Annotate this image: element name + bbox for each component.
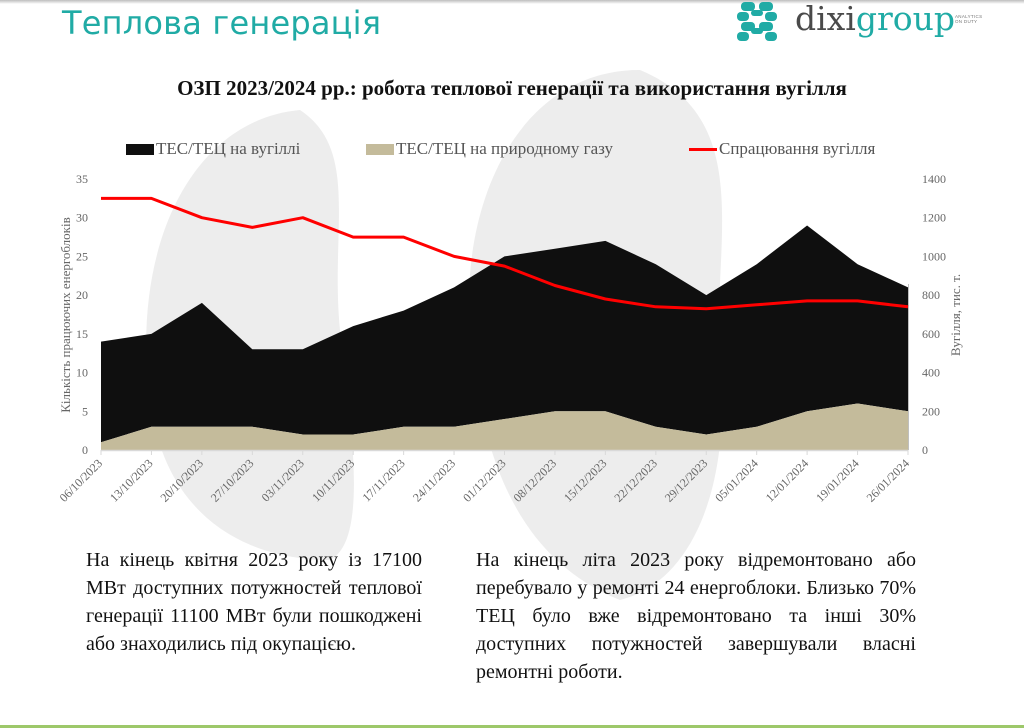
x-tick-label: 05/01/2024 (712, 456, 761, 505)
legend-swatch-gas (366, 143, 394, 155)
logo-group: group (855, 0, 955, 38)
chart-title: ОЗП 2023/2024 рр.: робота теплової генер… (177, 76, 847, 100)
x-tick-label: 01/12/2023 (460, 456, 509, 505)
legend-item-gas: ТЕС/ТЕЦ на природному газу (366, 139, 613, 159)
x-tick-label: 13/10/2023 (107, 456, 156, 505)
y-tick-label-left: 25 (76, 249, 88, 263)
logo-mark-icon (737, 2, 777, 41)
legend-item-coal-usage: Спрацювання вугілля (689, 139, 875, 159)
x-tick-label: 20/10/2023 (157, 456, 206, 505)
y-tick-label-left: 0 (82, 443, 88, 457)
x-tick-label: 22/12/2023 (611, 456, 660, 505)
legend-label-coal: ТЕС/ТЕЦ на вугіллі (156, 139, 301, 158)
area-gas (101, 403, 908, 450)
x-tick-label: 29/12/2023 (662, 456, 711, 505)
x-tick-label: 03/11/2023 (259, 456, 307, 504)
y-tick-label-left: 30 (76, 211, 88, 225)
x-tick-label: 17/11/2023 (359, 456, 407, 504)
y-tick-label-left: 35 (76, 172, 88, 186)
line-coal-usage (101, 196, 909, 311)
x-tick-label: 12/01/2024 (763, 456, 812, 505)
y-tick-label-right: 1000 (922, 249, 946, 263)
top-shadow (0, 0, 1024, 4)
x-tick-label: 10/11/2023 (309, 456, 357, 504)
legend-line-coal-usage (689, 147, 717, 151)
bottom-accent-bar (0, 725, 1024, 728)
logo-tagline: ANALYTICS ON DUTY (955, 14, 982, 24)
slide-title: Теплова генерація (62, 4, 382, 42)
paragraph-left: На кінець квітня 2023 року із 17100 МВт … (86, 549, 422, 655)
y-tick-label-left: 20 (76, 288, 88, 302)
y-tick-label-right: 200 (922, 404, 940, 418)
y-tick-label-left: 5 (82, 404, 88, 418)
legend-swatch-coal (126, 143, 154, 155)
y-tick-label-right: 1400 (922, 172, 946, 186)
y-tick-label-right: 800 (922, 288, 940, 302)
x-tick-label: 24/11/2023 (410, 456, 458, 504)
logo-dixi: dixi (795, 0, 856, 38)
paragraph-right: На кінець літа 2023 року відремонтовано … (476, 549, 916, 683)
y-tick-label-left: 10 (76, 366, 88, 380)
legend-item-coal: ТЕС/ТЕЦ на вугіллі (126, 139, 300, 159)
x-tick-label: 15/12/2023 (561, 456, 610, 505)
legend-label-gas: ТЕС/ТЕЦ на природному газу (396, 139, 614, 158)
y-axis-left-title: Кількість працюючих енергоблоків (58, 217, 73, 412)
legend-label-coal-usage: Спрацювання вугілля (719, 139, 876, 158)
logo-text: dixigroup (795, 0, 955, 38)
y-tick-label-right: 0 (922, 443, 928, 457)
y-tick-label-right: 1200 (922, 211, 946, 225)
logo-tagline-1: ANALYTICS (955, 14, 983, 19)
y-tick-label-right: 400 (922, 366, 940, 380)
chart-svg: 06/10/2023 13/10/2023 20/10/2023 27/10/2023… (57, 172, 963, 505)
x-tick-label: 19/01/2024 (813, 456, 862, 505)
chart-legend: ТЕС/ТЕЦ на вугіллі ТЕС/ТЕЦ на природному… (0, 139, 1024, 161)
x-tick-label: 26/01/2024 (864, 456, 913, 505)
x-tick-label: 06/10/2023 (57, 456, 106, 505)
area-coal (101, 225, 908, 443)
dixigroup-logo: dixigroup ANALYTICS ON DUTY (735, 0, 995, 46)
logo-tagline-2: ON DUTY (955, 19, 978, 24)
x-tick-label: 27/10/2023 (208, 456, 257, 505)
y-tick-label-right: 600 (922, 327, 940, 341)
y-axis-right-title: Вугілля, тис. т. (948, 274, 963, 356)
y-tick-label-left: 15 (76, 327, 88, 341)
x-tick-label: 08/12/2023 (511, 456, 560, 505)
